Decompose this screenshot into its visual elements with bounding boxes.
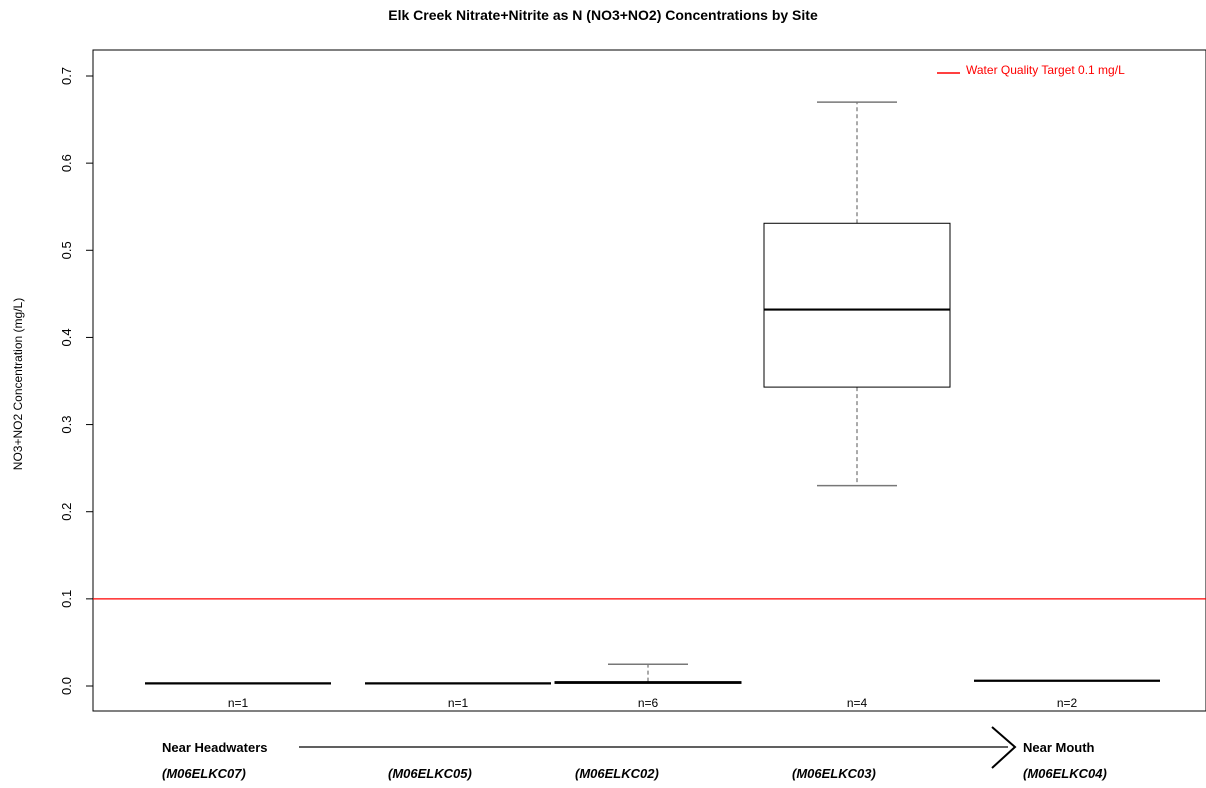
y-tick-label: 0.3 bbox=[59, 416, 74, 434]
direction-arrowhead-icon bbox=[991, 726, 1017, 769]
site-label: (M06ELKC02) bbox=[575, 766, 659, 781]
y-tick-label: 0.1 bbox=[59, 590, 74, 608]
boxes-group bbox=[145, 101, 1160, 685]
y-tick-label: 0.6 bbox=[59, 154, 74, 172]
legend: Water Quality Target 0.1 mg/L bbox=[937, 63, 1125, 77]
box-4 bbox=[763, 101, 951, 487]
y-tick-label: 0.7 bbox=[59, 67, 74, 85]
count-label: n=1 bbox=[448, 696, 469, 710]
site-label: (M06ELKC05) bbox=[388, 766, 472, 781]
count-label: n=2 bbox=[1057, 696, 1078, 710]
end-label: Near Mouth bbox=[1023, 740, 1095, 755]
direction-indicator: Near Headwaters Near Mouth bbox=[162, 726, 1095, 769]
plot-frame bbox=[92, 49, 1206, 712]
site-label: (M06ELKC03) bbox=[792, 766, 876, 781]
count-label: n=6 bbox=[638, 696, 659, 710]
y-axis: 0.0 0.1 0.2 0.3 0.4 0.5 0.6 0.7 bbox=[59, 67, 94, 695]
y-tick-label: 0.2 bbox=[59, 503, 74, 521]
site-label: (M06ELKC04) bbox=[1023, 766, 1107, 781]
site-label: (M06ELKC07) bbox=[162, 766, 246, 781]
chart-title: Elk Creek Nitrate+Nitrite as N (NO3+NO2)… bbox=[388, 7, 818, 23]
site-labels: (M06ELKC07) (M06ELKC05) (M06ELKC02) (M06ELK… bbox=[162, 766, 1107, 781]
legend-label: Water Quality Target 0.1 mg/L bbox=[966, 63, 1125, 77]
y-tick-label: 0.5 bbox=[59, 241, 74, 259]
box-3 bbox=[554, 663, 742, 684]
count-label: n=4 bbox=[847, 696, 868, 710]
iqr-box bbox=[763, 222, 951, 388]
count-label: n=1 bbox=[228, 696, 249, 710]
counts-group: n=1 n=1 n=6 n=4 n=2 bbox=[228, 696, 1078, 710]
y-tick-label: 0.4 bbox=[59, 328, 74, 346]
start-label: Near Headwaters bbox=[162, 740, 268, 755]
y-axis-label: NO3+NO2 Concentration (mg/L) bbox=[11, 298, 25, 470]
y-tick-label: 0.0 bbox=[59, 677, 74, 695]
